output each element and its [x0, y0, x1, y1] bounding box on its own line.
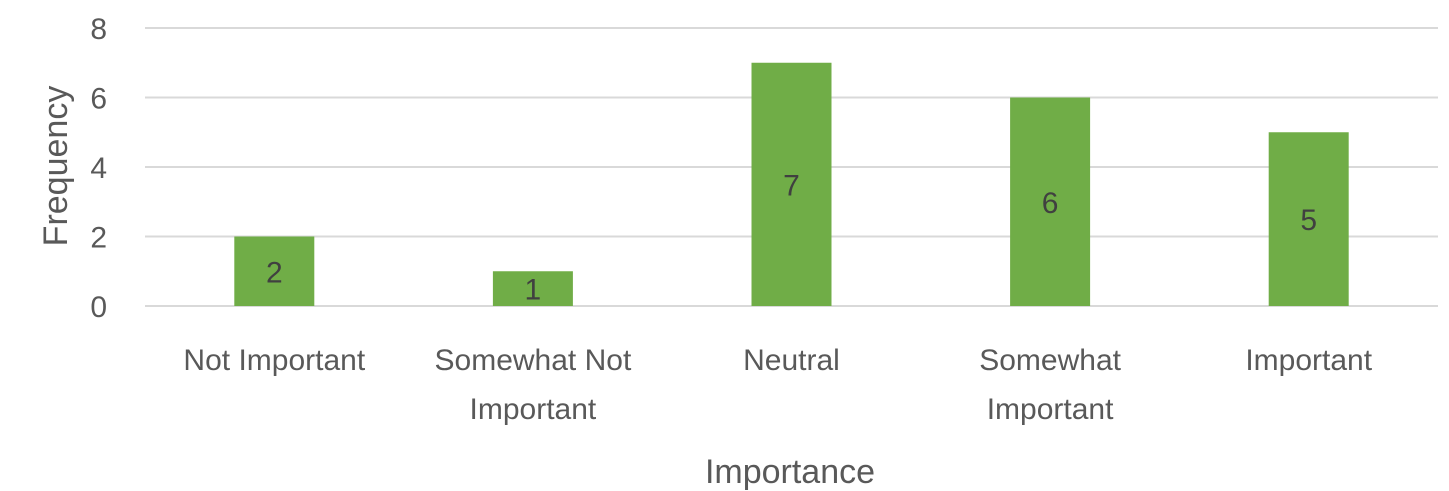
data-label: 5: [1300, 204, 1317, 237]
data-label: 2: [266, 256, 283, 289]
y-tick-label: 6: [90, 83, 107, 116]
x-category-label: Important: [1245, 344, 1372, 377]
x-category-label: Somewhat Not: [435, 344, 632, 377]
y-axis-title: Frequency: [37, 86, 75, 247]
x-category-label: Important: [470, 393, 597, 426]
y-tick-label: 0: [90, 291, 107, 324]
x-category-label: Important: [987, 393, 1114, 426]
x-axis-categories: Not Important Somewhat Not Important Neutra…: [183, 344, 1372, 426]
y-tick-label: 8: [90, 13, 107, 46]
y-tick-label: 2: [90, 222, 107, 255]
x-category-label: Somewhat: [979, 344, 1121, 377]
data-label: 6: [1042, 187, 1059, 220]
x-category-label: Neutral: [743, 344, 840, 377]
x-axis-title: Importance: [705, 453, 875, 491]
y-axis-ticks: 0 2 4 6 8: [90, 13, 107, 324]
x-category-label: Not Important: [183, 344, 365, 377]
y-tick-label: 4: [90, 152, 107, 185]
data-label: 7: [783, 169, 800, 202]
data-label: 1: [525, 274, 542, 307]
